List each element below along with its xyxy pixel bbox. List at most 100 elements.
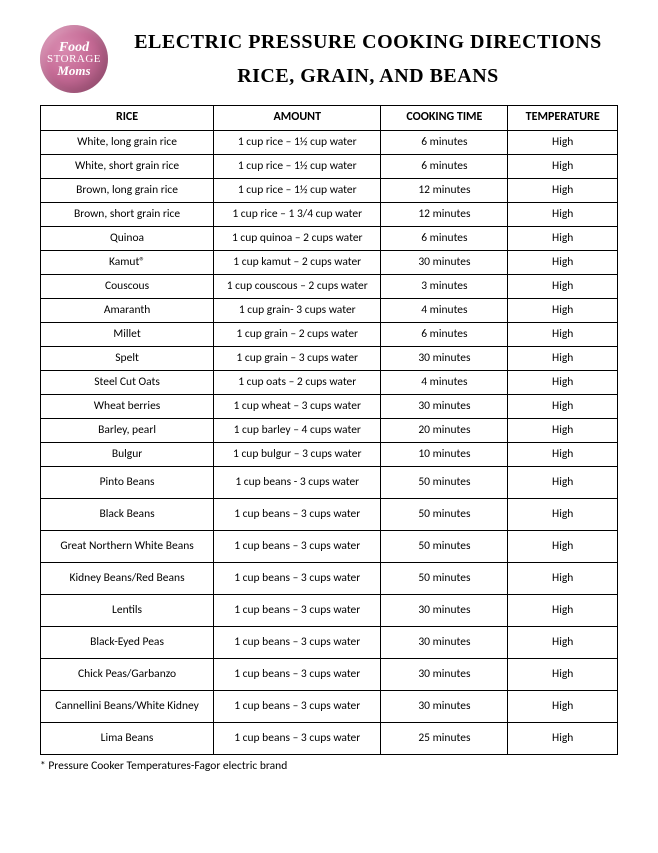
cell-c2: 1 cup bulgur – 3 cups water	[214, 442, 381, 466]
cell-c3: 30 minutes	[381, 394, 508, 418]
cell-c2: 1 cup beans – 3 cups water	[214, 562, 381, 594]
cell-c1: Kidney Beans/Red Beans	[41, 562, 214, 594]
cell-c3: 6 minutes	[381, 322, 508, 346]
cell-c3: 3 minutes	[381, 274, 508, 298]
title-line-2: RICE, GRAIN, AND BEANS	[118, 59, 618, 93]
cell-c3: 30 minutes	[381, 626, 508, 658]
table-row: Kidney Beans/Red Beans1 cup beans – 3 cu…	[41, 562, 618, 594]
table-row: Chick Peas/Garbanzo1 cup beans – 3 cups …	[41, 658, 618, 690]
table-row: Spelt1 cup grain – 3 cups water30 minute…	[41, 346, 618, 370]
cell-c1: Lentils	[41, 594, 214, 626]
cell-c3: 30 minutes	[381, 690, 508, 722]
header: Food STORAGE Moms ELECTRIC PRESSURE COOK…	[40, 25, 618, 93]
cell-c2: 1 cup beans – 3 cups water	[214, 594, 381, 626]
cell-c4: High	[508, 346, 618, 370]
cell-c1: Amaranth	[41, 298, 214, 322]
cell-c4: High	[508, 530, 618, 562]
header-temperature: TEMPERATURE	[508, 106, 618, 131]
table-row: Black Beans1 cup beans – 3 cups water50 …	[41, 498, 618, 530]
cell-c3: 10 minutes	[381, 442, 508, 466]
cell-c4: High	[508, 466, 618, 498]
header-cooking-time: COOKING TIME	[381, 106, 508, 131]
cell-c2: 1 cup kamut – 2 cups water	[214, 250, 381, 274]
cell-c3: 12 minutes	[381, 178, 508, 202]
table-row: Millet1 cup grain – 2 cups water6 minute…	[41, 322, 618, 346]
cell-c2: 1 cup grain – 3 cups water	[214, 346, 381, 370]
cell-c3: 25 minutes	[381, 722, 508, 754]
table-row: Brown, short grain rice1 cup rice – 1 3/…	[41, 202, 618, 226]
cell-c1: White, long grain rice	[41, 130, 214, 154]
table-row: White, short grain rice1 cup rice – 1½ c…	[41, 154, 618, 178]
cell-c3: 20 minutes	[381, 418, 508, 442]
table-row: Pinto Beans1 cup beans - 3 cups water50 …	[41, 466, 618, 498]
cell-c3: 50 minutes	[381, 466, 508, 498]
cell-c4: High	[508, 722, 618, 754]
cell-c3: 6 minutes	[381, 154, 508, 178]
cell-c2: 1 cup barley – 4 cups water	[214, 418, 381, 442]
cell-c1: Pinto Beans	[41, 466, 214, 498]
cooking-table: RICE AMOUNT COOKING TIME TEMPERATURE Whi…	[40, 105, 618, 755]
header-amount: AMOUNT	[214, 106, 381, 131]
footnote: * Pressure Cooker Temperatures-Fagor ele…	[40, 759, 618, 773]
table-row: Wheat berries1 cup wheat – 3 cups water3…	[41, 394, 618, 418]
cell-c4: High	[508, 130, 618, 154]
cell-c1: White, short grain rice	[41, 154, 214, 178]
cell-c3: 4 minutes	[381, 298, 508, 322]
cell-c1: Black-Eyed Peas	[41, 626, 214, 658]
cell-c2: 1 cup rice – 1½ cup water	[214, 154, 381, 178]
cell-c2: 1 cup beans – 3 cups water	[214, 658, 381, 690]
cell-c2: 1 cup beans – 3 cups water	[214, 722, 381, 754]
cell-c4: High	[508, 322, 618, 346]
cell-c1: Steel Cut Oats	[41, 370, 214, 394]
cell-c4: High	[508, 594, 618, 626]
cell-c2: 1 cup beans – 3 cups water	[214, 530, 381, 562]
cell-c4: High	[508, 178, 618, 202]
table-header-row: RICE AMOUNT COOKING TIME TEMPERATURE	[41, 106, 618, 131]
cell-c2: 1 cup oats – 2 cups water	[214, 370, 381, 394]
table-row: Lentils1 cup beans – 3 cups water30 minu…	[41, 594, 618, 626]
cell-c2: 1 cup beans - 3 cups water	[214, 466, 381, 498]
cell-c1: Kamut®	[41, 250, 214, 274]
cell-c2: 1 cup grain- 3 cups water	[214, 298, 381, 322]
cell-c3: 12 minutes	[381, 202, 508, 226]
logo-line3: Moms	[57, 65, 90, 77]
table-row: Cannellini Beans/White Kidney1 cup beans…	[41, 690, 618, 722]
cell-c4: High	[508, 202, 618, 226]
cell-c4: High	[508, 498, 618, 530]
table-row: Lima Beans1 cup beans – 3 cups water25 m…	[41, 722, 618, 754]
page: Food STORAGE Moms ELECTRIC PRESSURE COOK…	[0, 0, 658, 793]
cell-c3: 4 minutes	[381, 370, 508, 394]
header-rice: RICE	[41, 106, 214, 131]
cell-c4: High	[508, 442, 618, 466]
logo-line1: Food	[59, 41, 89, 54]
cell-c2: 1 cup beans – 3 cups water	[214, 498, 381, 530]
table-row: Kamut®1 cup kamut – 2 cups water30 minut…	[41, 250, 618, 274]
cell-c4: High	[508, 154, 618, 178]
table-row: Quinoa1 cup quinoa – 2 cups water6 minut…	[41, 226, 618, 250]
cell-c3: 30 minutes	[381, 250, 508, 274]
cell-c4: High	[508, 370, 618, 394]
table-row: Black-Eyed Peas1 cup beans – 3 cups wate…	[41, 626, 618, 658]
cell-c4: High	[508, 418, 618, 442]
cell-c1: Great Northern White Beans	[41, 530, 214, 562]
table-row: Barley, pearl1 cup barley – 4 cups water…	[41, 418, 618, 442]
cell-c4: High	[508, 394, 618, 418]
cell-c2: 1 cup beans – 3 cups water	[214, 626, 381, 658]
cell-c1: Quinoa	[41, 226, 214, 250]
cell-c1: Barley, pearl	[41, 418, 214, 442]
cell-c4: High	[508, 226, 618, 250]
cell-c4: High	[508, 658, 618, 690]
cell-c1: Brown, short grain rice	[41, 202, 214, 226]
table-row: White, long grain rice1 cup rice – 1½ cu…	[41, 130, 618, 154]
cell-c3: 6 minutes	[381, 226, 508, 250]
cell-c4: High	[508, 626, 618, 658]
cell-c1: Chick Peas/Garbanzo	[41, 658, 214, 690]
cell-c1: Cannellini Beans/White Kidney	[41, 690, 214, 722]
cell-c1: Black Beans	[41, 498, 214, 530]
cell-c4: High	[508, 298, 618, 322]
cell-c1: Lima Beans	[41, 722, 214, 754]
cell-c3: 30 minutes	[381, 658, 508, 690]
title-line-1: ELECTRIC PRESSURE COOKING DIRECTIONS	[118, 25, 618, 59]
cell-c2: 1 cup rice – 1 3/4 cup water	[214, 202, 381, 226]
table-row: Amaranth1 cup grain- 3 cups water4 minut…	[41, 298, 618, 322]
